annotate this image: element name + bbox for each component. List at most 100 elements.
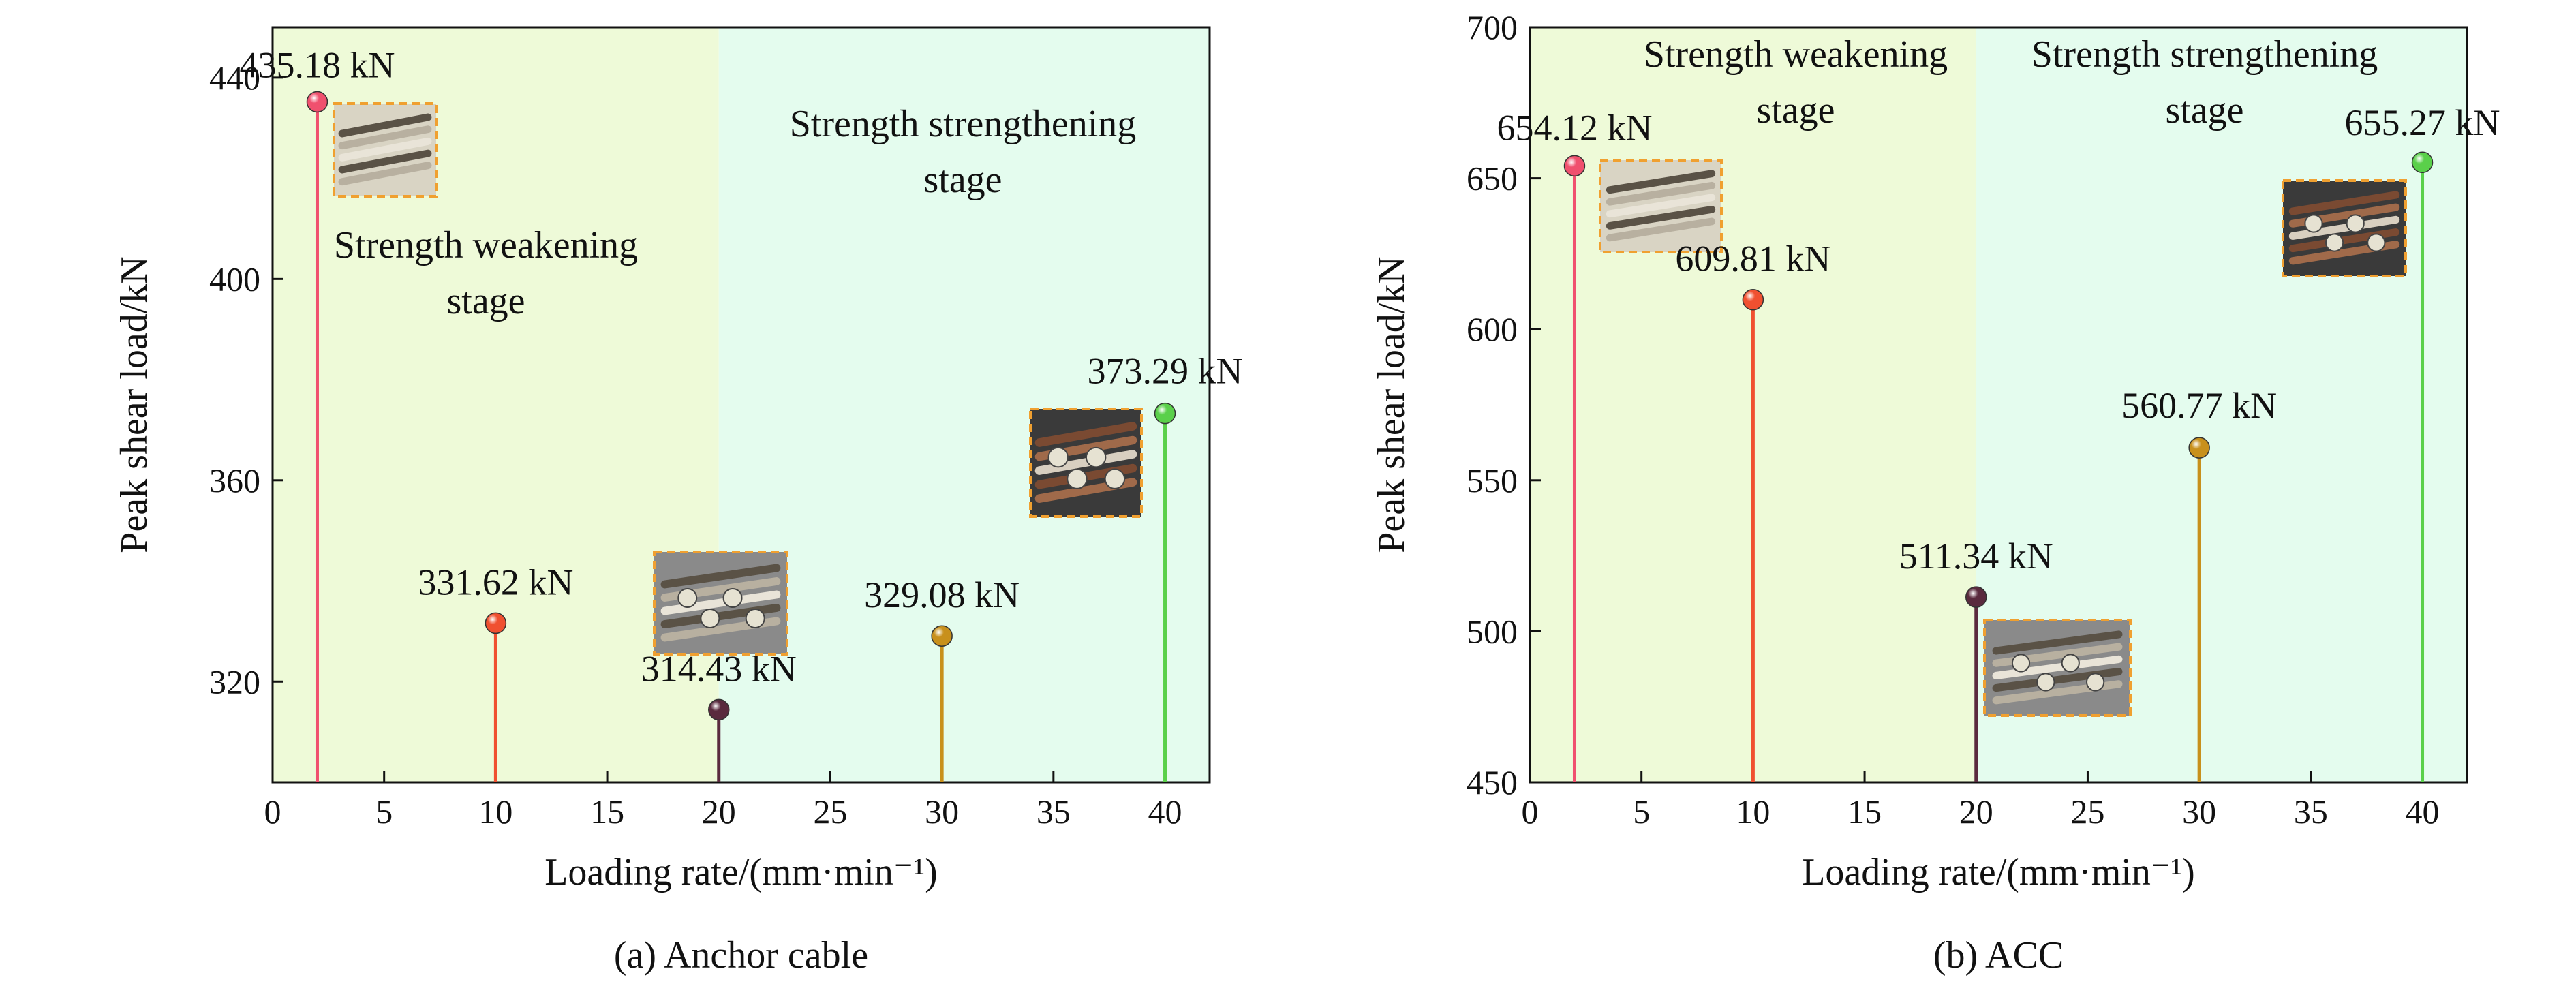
- x-tick-label: 0: [264, 793, 281, 831]
- x-tick-label: 40: [2406, 793, 2440, 831]
- x-tick-label: 10: [1736, 793, 1770, 831]
- region-label-weakening: Strength weakening: [334, 224, 638, 266]
- wire-section: [745, 609, 765, 628]
- wire-section: [1047, 446, 1069, 468]
- y-axis-label: Peak shear load/kN: [1370, 256, 1413, 553]
- x-tick-label: 5: [1633, 793, 1650, 831]
- specimen-strand: [338, 162, 432, 186]
- x-axis-label: Loading rate/(mm·min⁻¹): [1802, 851, 2195, 893]
- specimen-strand: [2288, 191, 2400, 215]
- x-tick-label: 40: [1148, 793, 1182, 831]
- wire-section: [1085, 446, 1107, 468]
- region-label-strengthening: stage: [923, 159, 1002, 201]
- specimen-strand: [660, 590, 781, 615]
- x-tick-label: 25: [2070, 793, 2104, 831]
- x-tick-label: 5: [375, 793, 393, 831]
- photo-frame: [1599, 159, 1723, 253]
- x-tick-label: 30: [925, 793, 959, 831]
- photo-frame: [1983, 619, 2132, 717]
- wire-section: [2325, 233, 2344, 252]
- specimen-strand: [1034, 422, 1137, 447]
- x-tick-label: 10: [478, 793, 512, 831]
- region-label-strengthening: stage: [2165, 89, 2243, 132]
- data-label: 435.18 kN: [239, 44, 395, 85]
- region-label-weakening: stage: [1756, 89, 1835, 132]
- x-tick-label: 30: [2182, 793, 2216, 831]
- chart-panel-b: Strength weakening stage Strength strength…: [1370, 8, 2500, 977]
- stem-marker: [1965, 586, 1987, 608]
- region-strengthening-background: [718, 27, 1210, 782]
- stem-marker: [1154, 402, 1176, 425]
- wire-section: [2061, 654, 2080, 673]
- specimen-strand: [338, 125, 432, 150]
- x-tick-label: 35: [1037, 793, 1071, 831]
- wire-section: [2367, 233, 2386, 252]
- wire-section: [2036, 673, 2055, 692]
- y-tick-label: 600: [1467, 310, 1518, 348]
- photo-frame: [2282, 179, 2407, 277]
- x-tick-label: 20: [1959, 793, 1993, 831]
- x-tick-label: 35: [2294, 793, 2328, 831]
- x-axis-label: Loading rate/(mm·min⁻¹): [545, 851, 938, 893]
- stem-marker: [306, 91, 328, 113]
- specimen-photo: [1599, 159, 1723, 253]
- x-tick-label: 0: [1522, 793, 1539, 831]
- stem-marker: [1563, 155, 1586, 177]
- panel-caption: (b) ACC: [1933, 934, 2064, 977]
- specimen-strand: [660, 564, 781, 589]
- specimen-strand: [1606, 217, 1716, 242]
- region-label-weakening: stage: [446, 280, 525, 322]
- specimen-photo: [333, 102, 438, 198]
- region-label-strengthening: Strength strengthening: [2031, 33, 2378, 76]
- specimen-strand: [338, 137, 432, 162]
- plot-frame: [271, 26, 1211, 784]
- specimen-strand: [1034, 450, 1137, 475]
- y-tick-label: 650: [1467, 159, 1518, 198]
- specimen-photo: [1983, 619, 2132, 717]
- photo-frame: [333, 102, 438, 198]
- stem-marker: [931, 625, 953, 647]
- data-label: 314.43 kN: [641, 648, 797, 689]
- y-tick-label: 360: [209, 461, 260, 499]
- specimen-strand: [1992, 630, 2123, 655]
- data-label: 654.12 kN: [1497, 107, 1652, 148]
- wire-section: [677, 588, 698, 608]
- data-label: 511.34 kN: [1899, 536, 2053, 576]
- specimen-strand: [1606, 194, 1716, 218]
- specimen-photo: [2282, 179, 2407, 277]
- x-tick-label: 25: [813, 793, 847, 831]
- stem-marker: [485, 612, 507, 634]
- x-tick-label: 15: [590, 793, 624, 831]
- wire-section: [1104, 468, 1126, 489]
- chart-panel-a: Strength weakening stage Strength strength…: [113, 26, 1243, 977]
- stem-marker: [708, 698, 730, 721]
- wire-section: [722, 588, 743, 608]
- y-axis-label: Peak shear load/kN: [113, 256, 155, 553]
- specimen-photo: [1029, 408, 1143, 518]
- wire-section: [700, 609, 720, 628]
- wire-section: [2346, 214, 2365, 233]
- y-tick-label: 400: [209, 260, 260, 298]
- x-tick-label: 15: [1847, 793, 1882, 831]
- data-label: 373.29 kN: [1088, 351, 1243, 392]
- data-label: 331.62 kN: [418, 562, 573, 602]
- y-tick-label: 320: [209, 662, 260, 701]
- data-label: 655.27 kN: [2345, 102, 2500, 143]
- data-label: 560.77 kN: [2121, 385, 2277, 426]
- wire-section: [2011, 654, 2031, 673]
- panel-caption: (a) Anchor cable: [614, 934, 868, 977]
- specimen-strand: [338, 149, 432, 174]
- y-tick-label: 450: [1467, 763, 1518, 801]
- specimen-strand: [338, 113, 432, 138]
- photo-frame: [653, 551, 788, 656]
- specimen-strand: [2288, 215, 2400, 240]
- wire-section: [2086, 673, 2105, 692]
- specimen-strand: [1606, 205, 1716, 230]
- x-tick-label: 20: [702, 793, 736, 831]
- specimen-photo: [653, 551, 788, 656]
- y-tick-label: 550: [1467, 461, 1518, 499]
- data-label: 609.81 kN: [1675, 239, 1830, 279]
- specimen-strand: [1606, 170, 1716, 194]
